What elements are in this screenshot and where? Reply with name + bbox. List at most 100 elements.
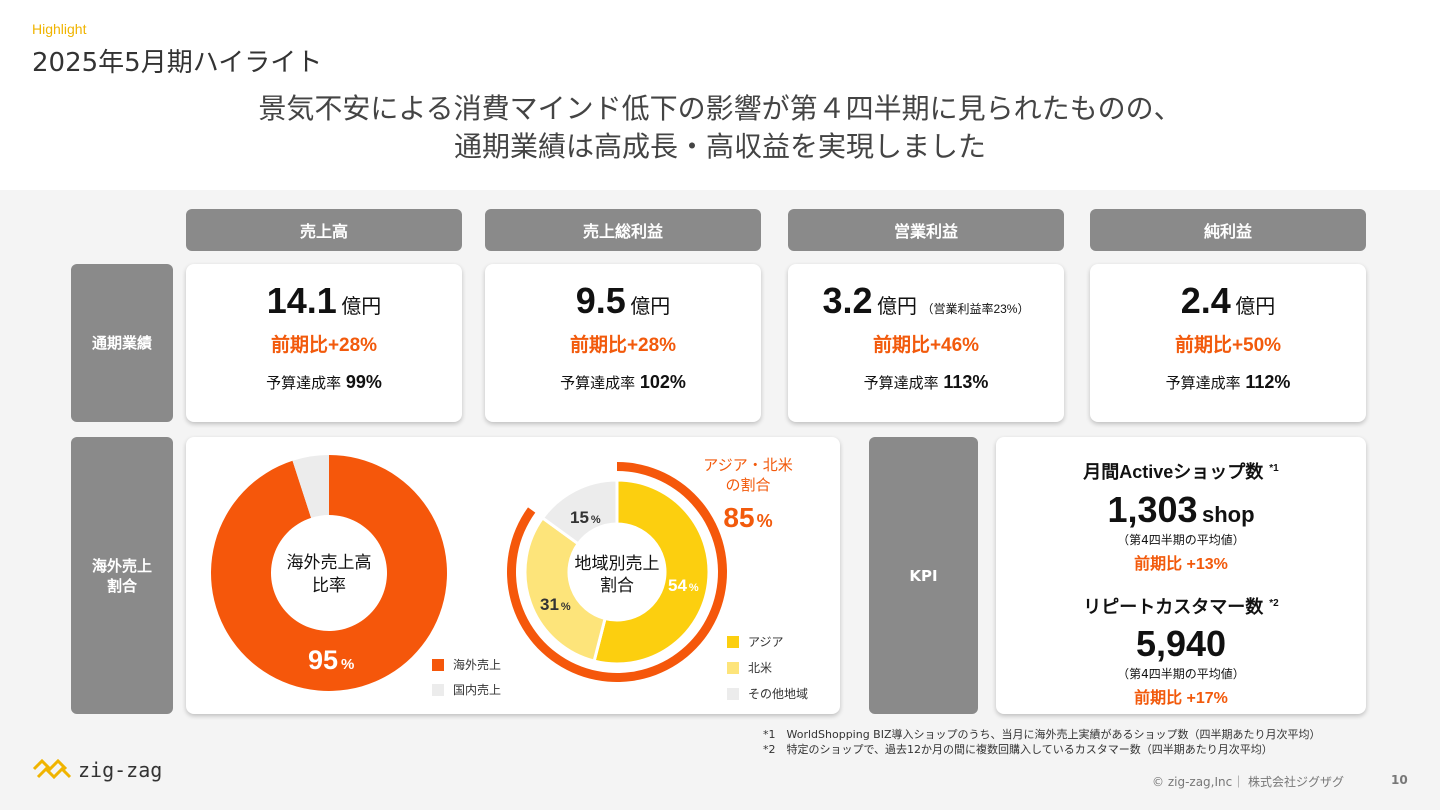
budget-label: 予算達成率 [560,374,636,392]
legend-swatch [727,635,739,648]
legend-swatch [432,683,444,696]
company-logo: zig-zag [32,755,162,785]
budget-value: 102% [639,372,686,392]
page-number: 10 [1391,773,1408,787]
legend-label: 海外売上 [453,658,502,672]
legend-swatch [727,687,739,700]
overseas-center-label-1: 海外売上高 [287,553,372,573]
donut-slice-1 [592,478,711,666]
metric-growth: 前期比+28% [270,335,378,356]
footnote-2: *2 特定のショップで、過去12か月の間に複数回購入しているカスタマー数（四半期… [763,743,1273,756]
metric-value-row: 14.1 億円 [186,280,462,322]
metric-card-revenue: 14.1 億円 前期比+28% 予算達成率 99% [186,264,462,422]
kpi-shops-title: 月間Activeショップ数 *1 [996,458,1366,484]
metric-growth: 前期比+46% [872,335,980,356]
legend-item-north-america: 北米 [727,659,772,676]
donut-slice-3 [540,478,619,546]
legend-label: アジア [748,635,784,649]
metric-card-gross-profit: 9.5 億円 前期比+28% 予算達成率 102% [485,264,761,422]
footnote-1: *1 WorldShopping BIZ導入ショップのうち、当月に海外売上実績が… [763,728,1321,741]
overseas-center-label-2: 比率 [312,576,346,596]
legend-item-domestic: 国内売上 [432,681,501,698]
donut-charts: 海外売上高 比率 95% 地域別売上 割合 54% 31% 15% アジア・北米… [211,455,793,691]
metric-card-operating-profit: 3.2 億円 （営業利益率23%） 前期比+46% 予算達成率 113% [788,264,1064,422]
zigzag-logo-icon [32,758,72,780]
kpi-repeat-sub: （第4四半期の平均値） [1117,667,1245,681]
metric-value: 9.5 [575,280,626,321]
copyright: © zig-zag,Inc｜ 株式会社ジグザグ [1152,775,1345,789]
metric-note: （営業利益率23%） [921,302,1030,316]
kpi-shops-footnote-mark: *1 [1269,463,1279,474]
headline-line-2: 通期業績は高成長・高収益を実現しました [453,130,986,163]
metric-unit: 億円 [1235,296,1276,318]
kpi-repeat-title-text: リピートカスタマー数 [1083,597,1264,617]
region-callout-line-2: の割合 [725,476,770,494]
metric-value-row: 9.5 億円 [485,280,761,322]
kpi-card: 月間Activeショップ数 *1 1,303 shop （第4四半期の平均値） 前… [996,437,1366,714]
region-na-label: 31% [540,595,571,614]
donut-slice-1 [211,455,447,691]
kpi-repeat-footnote-mark: *2 [1269,598,1279,609]
budget-label: 予算達成率 [863,374,939,392]
metric-value-row: 2.4 億円 [1090,280,1366,322]
budget-value: 99% [345,372,382,392]
overseas-donut [211,455,447,691]
legend-label: 北米 [748,661,773,675]
metric-value-row: 3.2 億円 （営業利益率23%） [788,280,1064,322]
metric-unit: 億円 [341,296,382,318]
legend-swatch [727,661,739,674]
row-header-full-year: 通期業績 [71,264,173,422]
metric-budget: 予算達成率 102% [485,372,761,393]
row-header-overseas-line-1: 海外売上 [91,556,152,575]
region-callout-line-1: アジア・北米 [703,456,792,474]
metric-budget: 予算達成率 113% [788,372,1064,393]
region-donut [506,462,727,682]
kpi-repeat-value: 5,940 [1135,623,1227,664]
legend-item-other: その他地域 [727,685,808,702]
kpi-repeat-growth: 前期比 +17% [1134,690,1228,707]
headline-line-1: 景気不安による消費マインド低下の影響が第４四半期に見られたものの、 [258,92,1182,125]
budget-value: 113% [943,372,989,392]
region-center-label-2: 割合 [600,576,634,596]
kpi-shops-sub: （第4四半期の平均値） [1117,533,1245,547]
title-area: Highlight 2025年5月期ハイライト 景気不安による消費マインド低下の… [0,0,1440,190]
column-header-gross-profit: 売上総利益 [485,209,761,251]
metric-value: 3.2 [822,280,873,321]
headline: 景気不安による消費マインド低下の影響が第４四半期に見られたものの、 通期業績は高… [0,90,1440,166]
metric-unit: 億円 [877,296,917,318]
kpi-label: KPI [869,437,978,714]
kpi-repeat-title: リピートカスタマー数 *2 [996,593,1366,619]
donut-slice-2 [523,515,607,663]
region-callout-value: 85% [723,502,772,533]
column-header-net-profit: 純利益 [1090,209,1366,251]
legend-label: その他地域 [748,687,809,701]
metric-growth: 前期比+50% [1174,335,1282,356]
legend-swatch [432,658,444,671]
metric-unit: 億円 [630,296,671,318]
kpi-shops-title-text: 月間Activeショップ数 [1083,462,1264,482]
legend-item-overseas: 海外売上 [432,656,501,673]
donut-slice-2 [292,455,329,518]
page-title: 2025年5月期ハイライト [32,48,323,78]
kpi-shops-growth: 前期比 +13% [1134,556,1228,573]
row-header-overseas-line-2: 割合 [106,576,137,595]
legend-item-asia: アジア [727,633,784,650]
region-center-label-1: 地域別売上 [575,554,660,574]
region-other-label: 15% [570,508,601,527]
kpi-shops-unit: shop [1201,502,1255,527]
region-asia-label: 54% [668,576,699,595]
budget-value: 112% [1245,372,1291,392]
overseas-slice-label: 95% [308,645,354,675]
metric-budget: 予算達成率 112% [1090,372,1366,393]
metric-card-net-profit: 2.4 億円 前期比+50% 予算達成率 112% [1090,264,1366,422]
logo-text: zig-zag [78,758,163,782]
column-header-revenue: 売上高 [186,209,462,251]
metric-budget: 予算達成率 99% [186,372,462,393]
section-eyebrow: Highlight [32,21,87,37]
overseas-chart-card: 海外売上高 比率 95% 地域別売上 割合 54% 31% 15% アジア・北米… [186,437,840,714]
metric-growth: 前期比+28% [569,335,677,356]
kpi-shops-number: 1,303 [1107,489,1198,530]
kpi-shops-value: 1,303 shop [996,489,1366,531]
column-header-operating-profit: 営業利益 [788,209,1064,251]
budget-label: 予算達成率 [266,374,342,392]
